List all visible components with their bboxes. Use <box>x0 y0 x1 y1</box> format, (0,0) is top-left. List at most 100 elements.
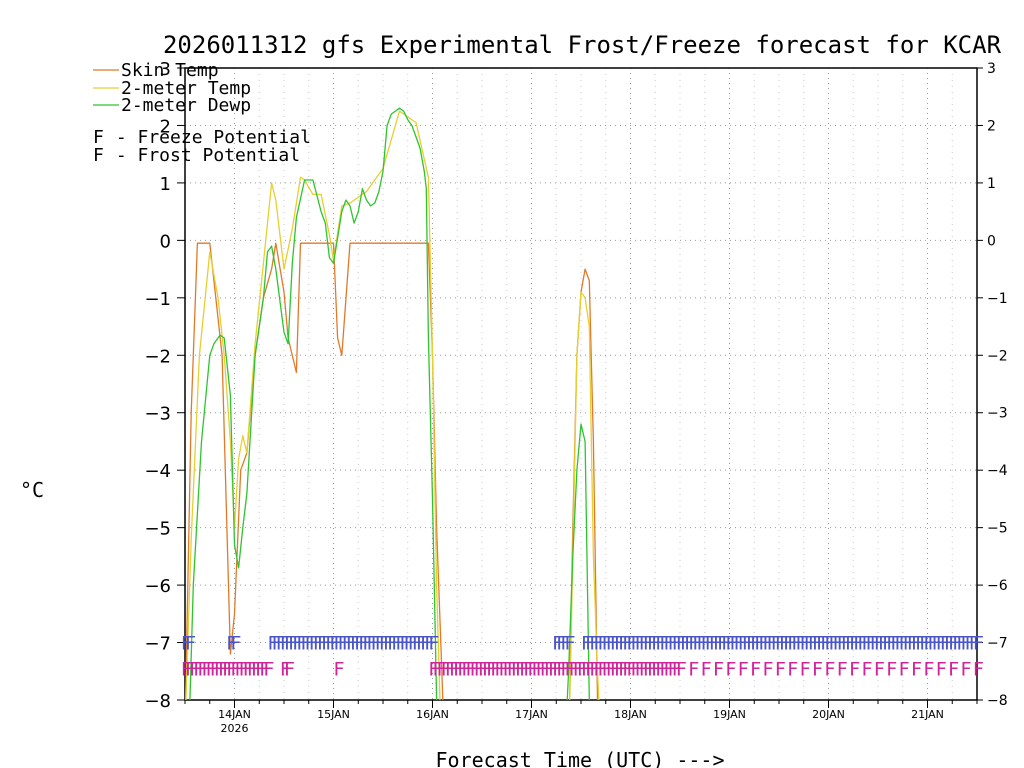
freeze-mark: F <box>532 658 543 680</box>
potential-marks: FF FF FFFFFFFFFFFFFFFFFFFFFFFFFFFFFFFFFFFF… <box>181 633 984 681</box>
frost-mark: F <box>808 633 819 655</box>
freeze-mark: F <box>787 658 798 680</box>
freeze-mark: F <box>610 658 621 680</box>
frost-mark: F <box>907 633 918 655</box>
frost-mark: F <box>886 633 897 655</box>
freeze-mark: F <box>598 658 609 680</box>
frost-mark: F <box>882 633 893 655</box>
frost-mark: F <box>317 633 328 655</box>
freeze-mark: F <box>243 658 254 680</box>
freeze-mark: F <box>189 658 200 680</box>
frost-mark: F <box>899 633 910 655</box>
frost-mark: F <box>387 633 398 655</box>
x-tick-label: 17JAN <box>515 708 548 721</box>
freeze-mark: F <box>218 658 229 680</box>
frost-mark: F <box>833 633 844 655</box>
frost-mark: F <box>284 633 295 655</box>
freeze-mark: F <box>701 658 712 680</box>
y-axis-label: °C <box>20 478 44 502</box>
frost-mark: F <box>783 633 794 655</box>
frost-mark: F <box>429 633 440 655</box>
freeze-mark: F <box>544 658 555 680</box>
frost-mark: F <box>734 633 745 655</box>
frost-mark: F <box>767 633 778 655</box>
frost-mark: F <box>820 633 831 655</box>
freeze-mark: F <box>198 658 209 680</box>
frost-mark: F <box>589 633 600 655</box>
frost-mark: F <box>746 633 757 655</box>
legend-label-2m-dewp: 2-meter Dewp <box>121 95 251 116</box>
frost-mark: F <box>379 633 390 655</box>
frost-mark: F <box>969 633 980 655</box>
freeze-mark: F <box>565 658 576 680</box>
frost-mark: F <box>742 633 753 655</box>
frost-mark: F <box>313 633 324 655</box>
frost-mark: F <box>268 633 279 655</box>
frost-mark: F <box>932 633 943 655</box>
frost-mark: F <box>424 633 435 655</box>
legend-frost-label: - Frost Potential <box>105 145 300 166</box>
frost-mark: F <box>750 633 761 655</box>
y-tick-label-left: −7 <box>144 634 171 655</box>
freeze-mark: F <box>676 658 687 680</box>
y-tick-label-right: 1 <box>987 176 996 192</box>
y-tick-label-left: −6 <box>144 576 171 597</box>
x-tick-label: 14JAN <box>218 708 251 721</box>
frost-mark: F <box>412 633 423 655</box>
legend-freeze-label: - Freeze Potential <box>105 127 311 148</box>
frost-mark: F <box>367 633 378 655</box>
y-tick-label-left: −8 <box>144 691 171 712</box>
freeze-mark: F <box>239 658 250 680</box>
y-tick-label-left: −2 <box>144 346 171 367</box>
y-tick-label-left: −5 <box>144 519 171 540</box>
x-tick-sublabel: 2026 <box>221 722 249 735</box>
frost-mark: F <box>862 633 873 655</box>
frost-mark: F <box>792 633 803 655</box>
frost-mark: F <box>391 633 402 655</box>
gridlines <box>185 68 977 700</box>
y-tick-label-left: −4 <box>144 461 171 482</box>
y-tick-label-right: −3 <box>987 406 1008 422</box>
frost-mark: F <box>738 633 749 655</box>
freeze-mark: F <box>614 658 625 680</box>
freeze-mark: F <box>202 658 213 680</box>
freeze-mark: F <box>948 658 959 680</box>
frost-mark: F <box>231 633 242 655</box>
freeze-mark: F <box>651 658 662 680</box>
frost-mark: F <box>936 633 947 655</box>
frost-mark: F <box>321 633 332 655</box>
freeze-mark: F <box>540 658 551 680</box>
frost-mark: F <box>878 633 889 655</box>
frost-mark: F <box>837 633 848 655</box>
freeze-mark: F <box>486 658 497 680</box>
freeze-mark: F <box>548 658 559 680</box>
frost-mark: F <box>647 633 658 655</box>
frost-mark: F <box>330 633 341 655</box>
frost-mark: F <box>185 633 196 655</box>
x-tick-label: 20JAN <box>812 708 845 721</box>
freeze-mark: F <box>515 658 526 680</box>
y-tick-label-right: −2 <box>987 348 1008 364</box>
frost-mark: F <box>779 633 790 655</box>
y-tick-label-right: −6 <box>987 578 1008 594</box>
freeze-mark: F <box>874 658 885 680</box>
freeze-mark: F <box>474 658 485 680</box>
frost-mark: F <box>672 633 683 655</box>
freeze-mark: F <box>482 658 493 680</box>
freeze-mark: F <box>457 658 468 680</box>
freeze-mark: F <box>536 658 547 680</box>
x-tick-label: 15JAN <box>317 708 350 721</box>
frost-mark: F <box>635 633 646 655</box>
freeze-mark: F <box>668 658 679 680</box>
freeze-mark: F <box>936 658 947 680</box>
y-tick-label-left: 3 <box>160 59 171 80</box>
frost-mark: F <box>763 633 774 655</box>
legend-freeze-letter: F <box>93 127 104 148</box>
freeze-mark: F <box>206 658 217 680</box>
freeze-mark: F <box>561 658 572 680</box>
y-tick-label-left: −3 <box>144 404 171 425</box>
frost-mark: F <box>181 633 192 655</box>
freeze-mark: F <box>264 658 275 680</box>
freeze-mark: F <box>812 658 823 680</box>
